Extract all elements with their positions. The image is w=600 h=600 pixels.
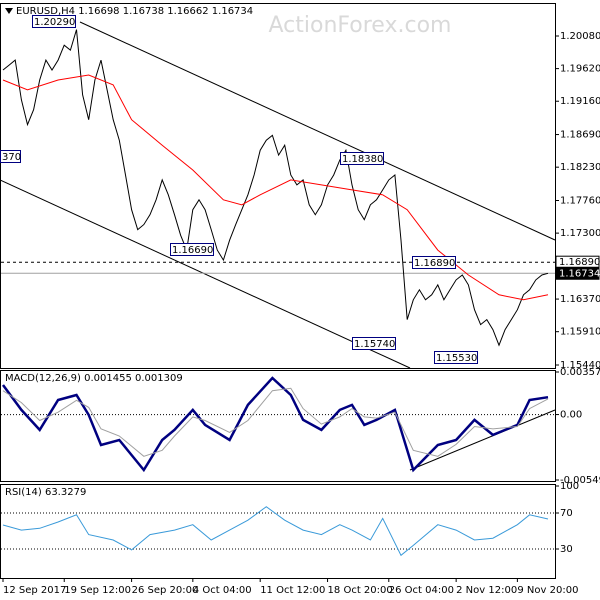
x-tick-label: 26 Oct 04:00 bbox=[389, 585, 454, 596]
macd-title: MACD(12,26,9) 0.001455 0.001309 bbox=[5, 373, 183, 384]
annotation: 370 bbox=[2, 152, 21, 163]
x-tick-label: 9 Nov 20:00 bbox=[517, 585, 578, 596]
macd-support-line bbox=[409, 409, 556, 471]
y-tick-label: 1.19160 bbox=[560, 96, 600, 107]
series-line bbox=[2, 74, 549, 301]
y-tick-label: 100 bbox=[560, 481, 579, 492]
channel-lower bbox=[0, 179, 411, 369]
x-tick-label: 2 Nov 12:00 bbox=[456, 585, 517, 596]
title-icon bbox=[5, 8, 13, 14]
annotation-box bbox=[170, 243, 214, 256]
annotation-box bbox=[340, 152, 384, 165]
channel-upper bbox=[79, 21, 556, 241]
y-tick-label: 1.18690 bbox=[560, 130, 600, 141]
watermark: ActionForex.com bbox=[269, 13, 452, 38]
macd-panel bbox=[0, 370, 556, 482]
annotation-box bbox=[352, 337, 396, 350]
y-tick-label: 1.15440 bbox=[560, 360, 600, 371]
y-tick-label: 1.16370 bbox=[560, 294, 600, 305]
annotation: 1.20290 bbox=[34, 17, 75, 28]
annotation-box bbox=[32, 15, 76, 28]
y-tick-label: 1.17760 bbox=[560, 196, 600, 207]
y-tick-label: 0.003571 bbox=[560, 367, 600, 378]
annotation-box bbox=[0, 150, 21, 163]
annotation-box bbox=[434, 351, 478, 364]
annotation: 1.15740 bbox=[354, 339, 395, 350]
series-line bbox=[2, 29, 549, 347]
price-level-label: 1.16890 bbox=[559, 257, 600, 268]
rsi-title: RSI(14) 63.3279 bbox=[5, 487, 86, 498]
y-tick-label: 0.00 bbox=[560, 410, 582, 421]
x-tick-label: 19 Sep 12:00 bbox=[64, 585, 131, 596]
annotation-box bbox=[412, 256, 456, 269]
y-tick-label: 1.20080 bbox=[560, 31, 600, 42]
series-line bbox=[2, 387, 549, 457]
annotation: 1.15530 bbox=[436, 353, 477, 364]
x-tick-label: 11 Oct 12:00 bbox=[260, 585, 325, 596]
y-tick-label: 1.17300 bbox=[560, 228, 600, 239]
x-tick-label: 4 Oct 04:00 bbox=[193, 585, 252, 596]
annotation: 1.18380 bbox=[342, 154, 383, 165]
price-level-box bbox=[555, 266, 600, 280]
x-tick-label: 12 Sep 2017 bbox=[3, 585, 66, 596]
price-level-label: 1.16734 bbox=[559, 268, 600, 279]
y-tick-label: 1.18230 bbox=[560, 162, 600, 173]
rsi-panel bbox=[0, 484, 556, 579]
x-tick-label: 26 Sep 20:00 bbox=[132, 585, 199, 596]
series-line bbox=[1, 376, 549, 473]
y-tick-label: -0.00549 bbox=[560, 475, 600, 486]
y-tick-label: 30 bbox=[560, 544, 573, 555]
price-panel bbox=[0, 3, 556, 369]
series-line bbox=[2, 506, 549, 557]
annotation: 1.16690 bbox=[172, 245, 213, 256]
y-tick-label: 1.15910 bbox=[560, 327, 600, 338]
y-tick-label: 1.19620 bbox=[560, 64, 600, 75]
chart-title: EURUSD,H4 1.16698 1.16738 1.16662 1.1673… bbox=[16, 6, 253, 17]
annotation: 1.16890 bbox=[414, 258, 455, 269]
x-tick-label: 18 Oct 20:00 bbox=[328, 585, 393, 596]
y-tick-label: 70 bbox=[560, 508, 573, 519]
